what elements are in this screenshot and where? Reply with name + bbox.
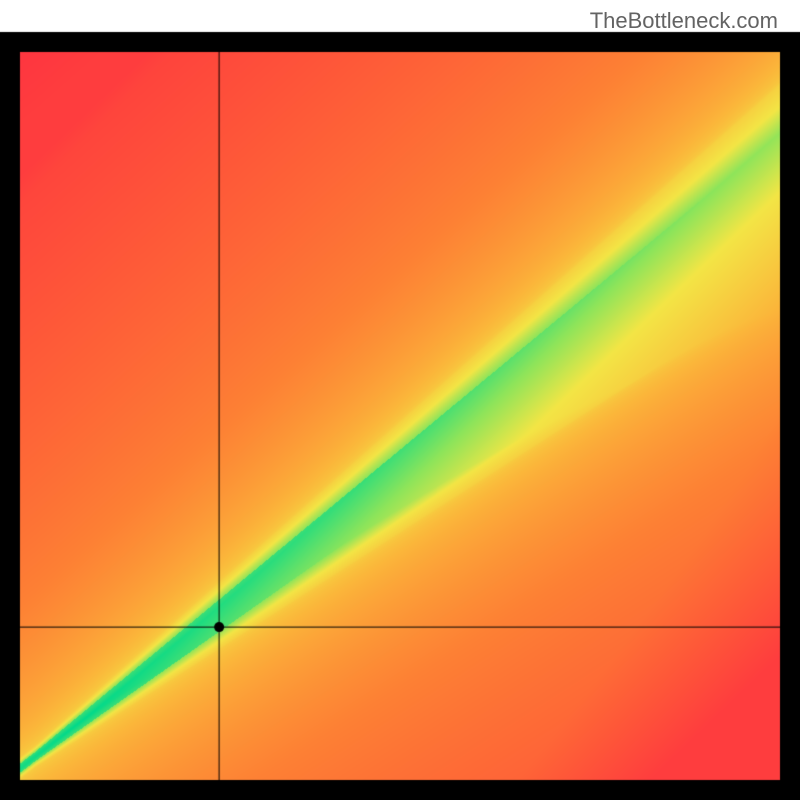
- watermark-text: TheBottleneck.com: [590, 8, 778, 34]
- chart-container: TheBottleneck.com: [0, 0, 800, 800]
- bottleneck-heatmap: [0, 0, 800, 800]
